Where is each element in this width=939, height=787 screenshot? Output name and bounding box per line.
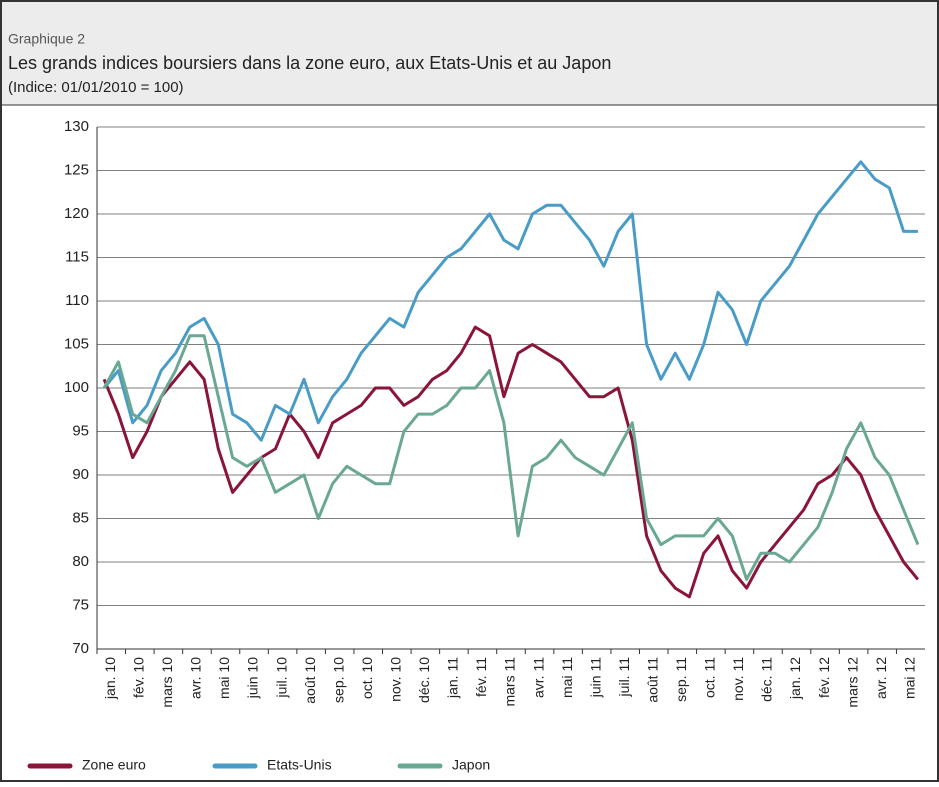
- y-tick-label: 90: [72, 466, 89, 483]
- x-tick-label: août 10: [302, 657, 318, 704]
- x-tick-label: août 11: [644, 657, 660, 703]
- legend-label: Zone euro: [82, 757, 146, 773]
- x-tick-label: jan. 12: [787, 657, 803, 700]
- x-tick-label: juin 10: [245, 657, 261, 699]
- x-tick-label: fév. 12: [816, 657, 832, 698]
- x-tick-label: juil. 10: [273, 657, 289, 699]
- x-tick-label: nov. 10: [387, 657, 403, 702]
- series-line: [102, 160, 918, 442]
- x-tick-label: mars 10: [159, 657, 175, 708]
- x-tick-label: fév. 10: [131, 657, 147, 698]
- x-tick-label: juil. 11: [616, 657, 632, 698]
- x-tick-label: avr. 10: [188, 657, 204, 699]
- y-tick-label: 75: [72, 596, 89, 613]
- y-tick-label: 115: [65, 248, 89, 265]
- x-tick-label: avr. 12: [873, 657, 889, 699]
- y-tick-label: 100: [64, 379, 89, 396]
- y-tick-label: 80: [72, 553, 89, 570]
- y-tick-label: 95: [72, 422, 89, 439]
- header-bg: [2, 2, 937, 105]
- x-tick-label: mars 11: [502, 657, 518, 707]
- y-tick-label: 120: [64, 205, 89, 222]
- y-tick-label: 105: [64, 335, 89, 352]
- chart-subtitle: (Indice: 01/01/2010 = 100): [8, 79, 184, 96]
- x-tick-label: nov. 11: [730, 657, 746, 701]
- legend-label: Etats-Unis: [267, 757, 332, 773]
- x-tick-label: oct. 10: [359, 657, 375, 699]
- series-line: [102, 325, 920, 599]
- legend-label: Japon: [452, 757, 490, 773]
- x-tick-label: sep. 10: [330, 657, 346, 703]
- series-line: [102, 334, 920, 581]
- y-tick-label: 125: [64, 161, 89, 178]
- x-tick-label: déc. 10: [416, 657, 432, 703]
- x-tick-label: mai 11: [559, 657, 575, 698]
- y-tick-label: 130: [64, 118, 89, 135]
- y-tick-label: 70: [72, 640, 89, 657]
- header: Graphique 2: [8, 31, 85, 47]
- x-tick-label: mai 12: [901, 657, 917, 699]
- x-tick-label: oct. 11: [702, 657, 718, 698]
- x-tick-label: jan. 10: [102, 657, 118, 700]
- x-tick-label: déc. 11: [759, 657, 775, 702]
- x-tick-label: fév. 11: [473, 657, 489, 697]
- x-tick-label: mars 12: [844, 657, 860, 708]
- x-tick-label: jan. 11: [445, 657, 461, 699]
- y-tick-label: 85: [72, 509, 89, 526]
- x-tick-label: sep. 11: [673, 657, 689, 702]
- x-tick-label: avr. 11: [530, 657, 546, 698]
- x-tick-label: juin 11: [587, 657, 603, 698]
- chart-title: Les grands indices boursiers dans la zon…: [8, 53, 611, 73]
- x-tick-label: mai 10: [216, 657, 232, 699]
- y-tick-label: 110: [65, 292, 89, 309]
